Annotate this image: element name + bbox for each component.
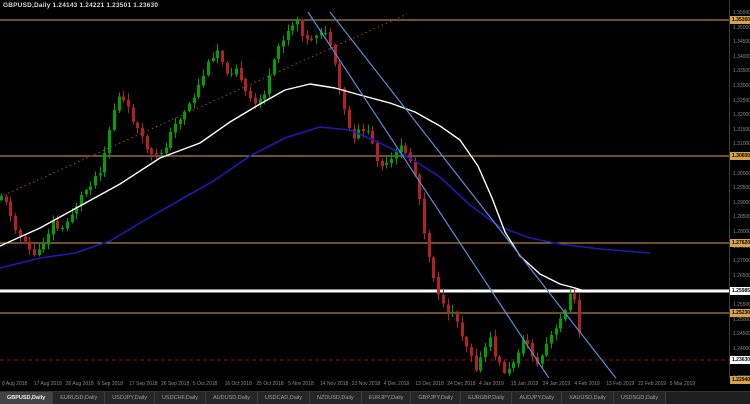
price-tick-label: 1.30000 (733, 170, 750, 177)
price-tick-label: 1.28000 (733, 229, 750, 235)
time-tick-label: 14 Nov 2018 (320, 381, 349, 387)
time-tick-label: 25 Oct 2018 (256, 381, 284, 387)
price-tick-label: 1.34000 (733, 53, 750, 60)
hline-price-tag: 1.25230 (730, 309, 750, 317)
time-tick-label: 15 Jan 2019 (510, 381, 539, 387)
hline-price-tag: 1.22940 (730, 376, 750, 384)
price-tick-label: 1.31000 (733, 141, 750, 148)
time-tick-label: 5 Oct 2018 (192, 381, 218, 387)
time-tick-label: 17 Aug 2018 (33, 381, 62, 387)
time-tick-label: 13 Feb 2019 (606, 381, 635, 387)
time-tick-label: 26 Sep 2018 (161, 381, 190, 387)
price-tick-label: 1.35000 (733, 24, 750, 31)
price-tick-label: 1.29500 (733, 185, 750, 192)
chart-tab-bar: GBPUSD,Daily EURUSD,Daily USDJPY,Daily USDC… (0, 391, 750, 404)
price-tick-label: 1.34500 (733, 39, 750, 46)
chart-tab-eurusd[interactable]: EURUSD,Daily (53, 392, 106, 404)
candles-layer (0, 16, 581, 376)
time-tick-label: 5 Mar 2019 (669, 381, 696, 387)
time-axis[interactable]: 8 Aug 2018 17 Aug 2018 28 Aug 2018 6 Sep 20… (0, 378, 750, 391)
chart-tab-eurgbp[interactable]: EURGBP,Daily (461, 392, 513, 404)
chart-tab-nzdusd[interactable]: NZDUSD,Daily (309, 392, 362, 404)
price-tick-label: 1.25500 (733, 302, 750, 308)
price-tick-label: 1.28500 (733, 214, 750, 221)
time-tick-label: 4 Dec 2018 (383, 381, 410, 387)
price-tick-label: 1.32000 (733, 112, 750, 119)
hline-price-tag: 1.25985 (730, 287, 750, 295)
time-tick-label: 28 Aug 2018 (65, 381, 94, 387)
time-tick-label: 13 Dec 2018 (415, 381, 444, 387)
time-tick-label: 16 Oct 2018 (224, 381, 252, 387)
chart-tab-gbpjpy[interactable]: GBPJPY,Daily (411, 392, 462, 404)
chart-tab-audusd[interactable]: AUDUSD,Daily (206, 392, 258, 404)
chart-tab-usdjpy[interactable]: USDJPY,Daily (105, 392, 155, 404)
chart-canvas[interactable] (0, 0, 729, 378)
time-tick-label: 24 Dec 2018 (447, 381, 476, 387)
time-tick-label: 23 Nov 2018 (351, 381, 381, 387)
channel-line-2[interactable] (329, 11, 633, 378)
price-axis[interactable]: 1.35500 1.35000 1.34500 1.34000 1.33500 1.330… (729, 0, 750, 384)
price-tick-label: 1.24500 (733, 331, 750, 338)
price-tick-label: 1.32500 (733, 97, 750, 104)
chart-tab-gbpusd[interactable]: GBPUSD,Daily (0, 392, 54, 404)
time-tick-label: 17 Sep 2018 (129, 381, 158, 387)
ma-white (0, 83, 589, 293)
chart-tab-usdcad[interactable]: USDCAD,Daily (258, 392, 310, 404)
chart-title: GBPUSD,Daily 1.24143 1.24221 1.23501 1.2… (3, 2, 159, 9)
hline-price-tag: 1.30600 (730, 152, 750, 160)
hline-price-tag: 1.35260 (730, 16, 750, 24)
chart-plot-area[interactable] (0, 0, 729, 378)
time-tick-label: 4 Feb 2019 (574, 381, 600, 387)
price-tick-label: 1.27000 (733, 258, 750, 265)
price-tick-label: 1.29000 (733, 199, 750, 206)
chart-tab-eurjpy[interactable]: EURJPY,Daily (361, 392, 412, 404)
price-tick-label: 1.31500 (733, 126, 750, 133)
price-tick-label: 1.33500 (733, 68, 750, 75)
bid-price-tag: 1.23630 (730, 356, 750, 364)
time-tick-label: 22 Feb 2019 (638, 381, 667, 387)
time-tick-label: 4 Jan 2019 (479, 381, 504, 387)
chart-tab-usdsgd[interactable]: USDSGD,Daily (613, 392, 667, 404)
chart-tab-audjpy[interactable]: AUDJPY,Daily (512, 392, 563, 404)
time-tick-label: 6 Sep 2018 (97, 381, 123, 387)
time-tick-label: 8 Aug 2018 (2, 381, 28, 387)
hline-price-tag: 1.27620 (730, 239, 750, 247)
time-tick-label: 24 Jan 2019 (542, 381, 571, 387)
chart-tab-xauusd[interactable]: XAUUSD,Daily (562, 392, 614, 404)
channel-line-1[interactable] (307, 11, 560, 378)
price-tick-label: 1.33000 (733, 83, 750, 89)
price-tick-label: 1.24000 (733, 345, 750, 352)
price-tick-label: 1.26500 (733, 272, 750, 279)
price-tick-label: 1.25000 (733, 316, 750, 323)
ma-navy (0, 126, 651, 269)
price-tick-label: 1.35500 (733, 10, 750, 16)
chart-tab-usdchf[interactable]: USDCHF,Daily (154, 392, 207, 404)
time-tick-label: 5 Nov 2018 (288, 381, 314, 387)
horizontal-lines-layer[interactable] (0, 19, 729, 378)
